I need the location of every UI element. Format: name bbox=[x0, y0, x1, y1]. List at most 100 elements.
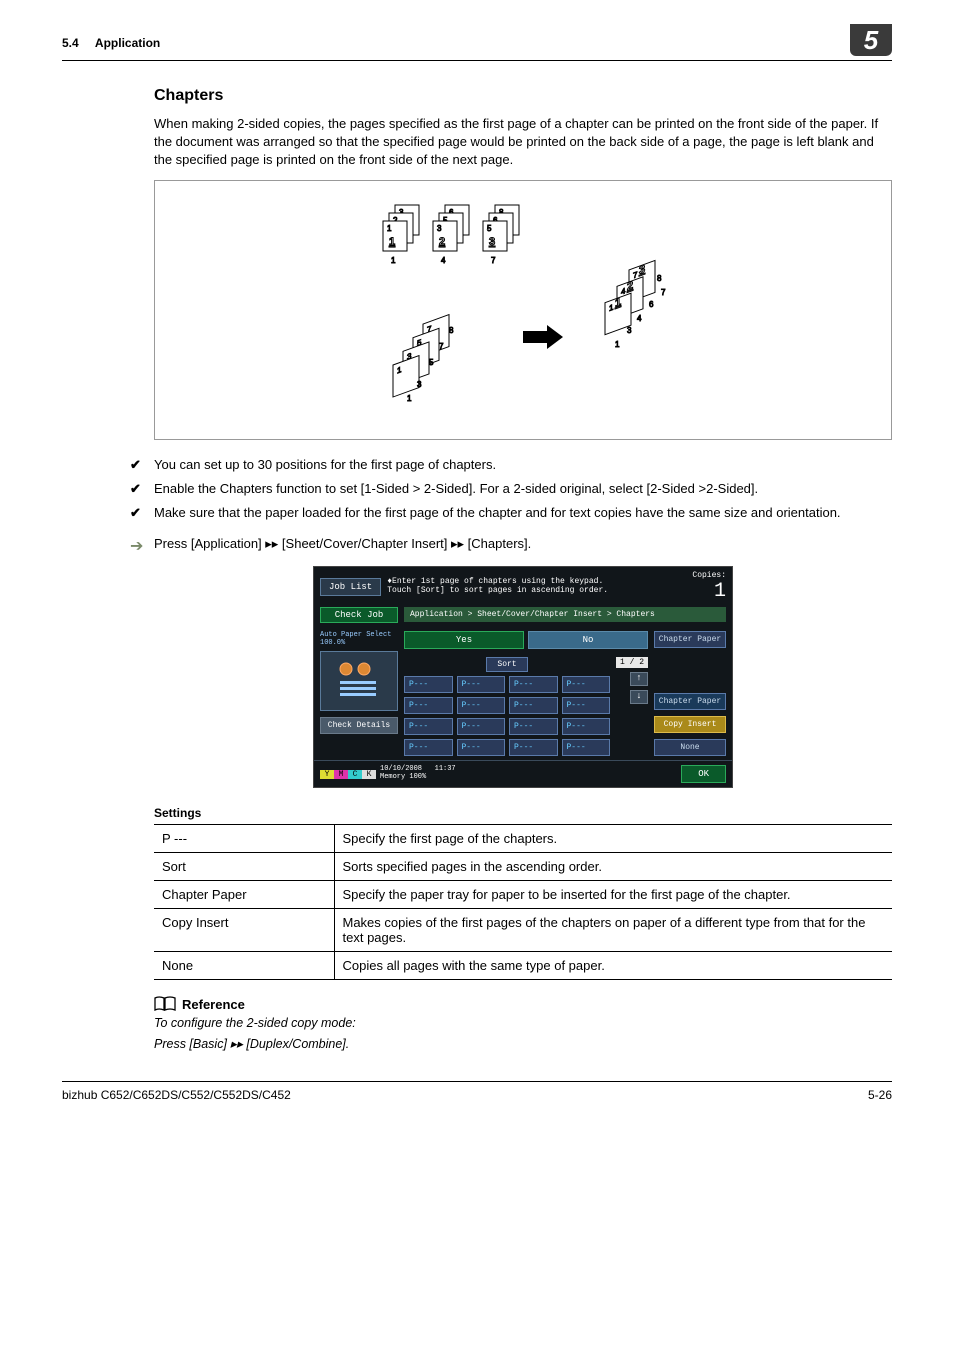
svg-text:8: 8 bbox=[449, 326, 454, 335]
svg-text:3: 3 bbox=[437, 224, 442, 233]
instruction-line: ♦Enter 1st page of chapters using the ke… bbox=[387, 577, 603, 586]
breadcrumb: Application > Sheet/Cover/Chapter Insert… bbox=[404, 607, 726, 622]
check-icon: ✔ bbox=[130, 480, 154, 498]
reference-heading: Reference bbox=[154, 996, 892, 1012]
check-item: ✔ Enable the Chapters function to set [1… bbox=[130, 480, 892, 498]
header-section: 5.4 Application bbox=[62, 32, 160, 50]
page-field[interactable]: P--- bbox=[562, 718, 611, 735]
svg-text:1: 1 bbox=[407, 394, 412, 403]
setting-name: Copy Insert bbox=[154, 909, 334, 952]
sort-button[interactable]: Sort bbox=[486, 657, 527, 672]
svg-text:6: 6 bbox=[649, 300, 654, 309]
instruction-text: ♦Enter 1st page of chapters using the ke… bbox=[387, 578, 608, 596]
page-indicator: 1 / 2 bbox=[616, 657, 648, 668]
footer-page-number: 5-26 bbox=[868, 1088, 892, 1102]
page-field[interactable]: P--- bbox=[404, 697, 453, 714]
reference-label: Reference bbox=[182, 997, 245, 1012]
svg-text:1: 1 bbox=[615, 296, 621, 310]
preview-icon bbox=[334, 659, 384, 703]
svg-text:1: 1 bbox=[387, 224, 392, 233]
toner-m: M bbox=[334, 770, 348, 779]
svg-text:5: 5 bbox=[429, 358, 434, 367]
check-icon: ✔ bbox=[130, 504, 154, 522]
yes-button[interactable]: Yes bbox=[404, 631, 524, 649]
svg-text:2: 2 bbox=[627, 279, 633, 293]
settings-table: P --- Specify the first page of the chap… bbox=[154, 824, 892, 980]
section-number: 5.4 bbox=[62, 36, 79, 50]
page-field[interactable]: P--- bbox=[509, 676, 558, 693]
page-field[interactable]: P--- bbox=[509, 739, 558, 756]
ui-screenshot: Job List ♦Enter 1st page of chapters usi… bbox=[313, 566, 733, 788]
page-field[interactable]: P--- bbox=[457, 697, 506, 714]
table-row: Copy Insert Makes copies of the first pa… bbox=[154, 909, 892, 952]
page-field[interactable]: P--- bbox=[404, 676, 453, 693]
page-field[interactable]: P--- bbox=[562, 697, 611, 714]
page-field[interactable]: P--- bbox=[457, 718, 506, 735]
copies-counter: Copies: 1 bbox=[692, 571, 726, 603]
svg-text:1: 1 bbox=[609, 302, 614, 312]
scroll-up-button[interactable]: ↑ bbox=[630, 672, 648, 686]
page-header: 5.4 Application 5 bbox=[62, 32, 892, 61]
svg-text:1: 1 bbox=[391, 256, 396, 265]
check-text: You can set up to 30 positions for the f… bbox=[154, 456, 496, 474]
svg-text:1: 1 bbox=[615, 340, 620, 349]
page-field[interactable]: P--- bbox=[457, 739, 506, 756]
svg-text:3: 3 bbox=[489, 236, 495, 248]
svg-text:5: 5 bbox=[487, 224, 492, 233]
page-title: Chapters bbox=[154, 87, 892, 105]
check-item: ✔ You can set up to 30 positions for the… bbox=[130, 456, 892, 474]
svg-text:7: 7 bbox=[491, 256, 496, 265]
auto-paper-label: Auto Paper Select 100.0% bbox=[320, 631, 398, 647]
copy-insert-button[interactable]: Copy Insert bbox=[654, 716, 726, 733]
procedure-step: ➔ Press [Application] ▸▸ [Sheet/Cover/Ch… bbox=[130, 536, 892, 556]
ok-button[interactable]: OK bbox=[681, 765, 726, 783]
section-name: Application bbox=[95, 36, 160, 50]
check-job-button[interactable]: Check Job bbox=[320, 607, 398, 623]
page-field[interactable]: P--- bbox=[562, 676, 611, 693]
setting-name: Chapter Paper bbox=[154, 881, 334, 909]
svg-text:4: 4 bbox=[441, 256, 446, 265]
job-list-button[interactable]: Job List bbox=[320, 578, 381, 596]
memory-text: Memory 100% bbox=[380, 773, 426, 781]
svg-text:3: 3 bbox=[417, 380, 422, 389]
reference-line: To configure the 2-sided copy mode: bbox=[154, 1016, 892, 1030]
check-details-button[interactable]: Check Details bbox=[320, 717, 398, 734]
page-field[interactable]: P--- bbox=[404, 739, 453, 756]
toner-indicator: Y M C K bbox=[320, 770, 376, 779]
setting-name: P --- bbox=[154, 825, 334, 853]
setting-name: None bbox=[154, 952, 334, 980]
check-icon: ✔ bbox=[130, 456, 154, 474]
page-field[interactable]: P--- bbox=[509, 697, 558, 714]
copies-label: Copies: bbox=[692, 571, 726, 580]
scroll-down-button[interactable]: ↓ bbox=[630, 690, 648, 704]
table-row: None Copies all pages with the same type… bbox=[154, 952, 892, 980]
svg-text:7: 7 bbox=[661, 288, 666, 297]
check-item: ✔ Make sure that the paper loaded for th… bbox=[130, 504, 892, 522]
page-field[interactable]: P--- bbox=[509, 718, 558, 735]
svg-text:3: 3 bbox=[627, 326, 632, 335]
setting-name: Sort bbox=[154, 853, 334, 881]
intro-paragraph: When making 2-sided copies, the pages sp… bbox=[154, 115, 892, 170]
settings-heading: Settings bbox=[154, 806, 892, 820]
none-button[interactable]: None bbox=[654, 739, 726, 756]
chapter-paper-button[interactable]: Chapter Paper bbox=[654, 693, 726, 710]
setting-desc: Specify the first page of the chapters. bbox=[334, 825, 892, 853]
svg-text:8: 8 bbox=[657, 274, 662, 283]
document-preview bbox=[320, 651, 398, 711]
procedure-text: Press [Application] ▸▸ [Sheet/Cover/Chap… bbox=[154, 536, 531, 552]
chapter-badge: 5 bbox=[850, 24, 892, 56]
chapters-diagram: 3 2 1 1 1 6 5 3 2 4 bbox=[154, 180, 892, 440]
setting-desc: Specify the paper tray for paper to be i… bbox=[334, 881, 892, 909]
page-input-grid: P--- P--- P--- P--- P--- P--- P--- P--- … bbox=[404, 676, 610, 756]
check-text: Make sure that the paper loaded for the … bbox=[154, 504, 841, 522]
page-field[interactable]: P--- bbox=[457, 676, 506, 693]
page-field[interactable]: P--- bbox=[562, 739, 611, 756]
svg-text:3: 3 bbox=[639, 263, 645, 277]
setting-desc: Makes copies of the first pages of the c… bbox=[334, 909, 892, 952]
copies-value: 1 bbox=[692, 580, 726, 603]
svg-text:4: 4 bbox=[637, 314, 642, 323]
table-row: P --- Specify the first page of the chap… bbox=[154, 825, 892, 853]
prerequisite-list: ✔ You can set up to 30 positions for the… bbox=[154, 456, 892, 523]
no-button[interactable]: No bbox=[528, 631, 648, 649]
page-field[interactable]: P--- bbox=[404, 718, 453, 735]
